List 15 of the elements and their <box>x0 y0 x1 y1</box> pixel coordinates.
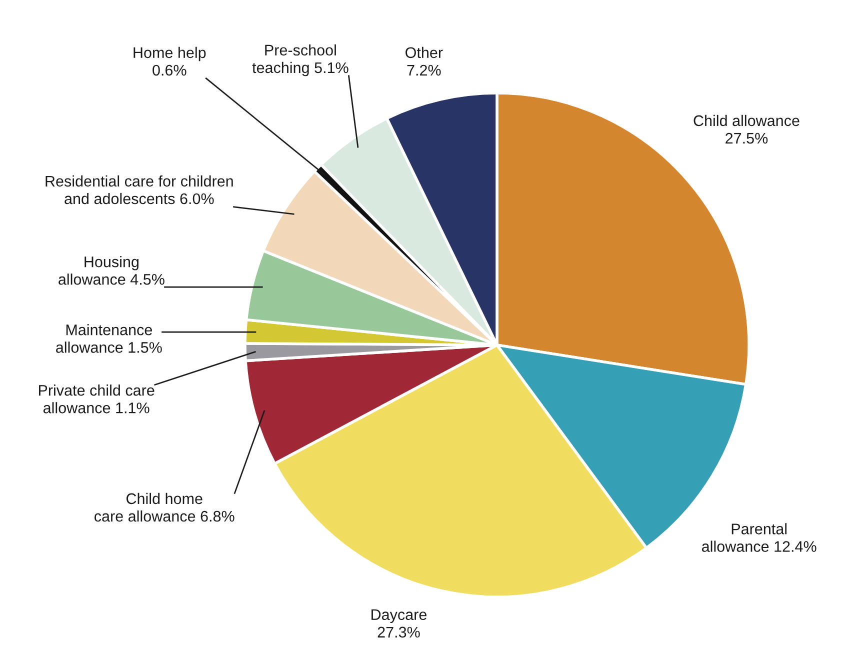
slice-label: Private child care allowance 1.1% <box>38 384 154 414</box>
slice-label: Residential care for children and adolescents 6.0% <box>46 175 233 204</box>
slice-label: Child home care allowance 6.8% <box>94 492 234 522</box>
slice-label: Pre-school teaching 5.1% <box>252 44 348 76</box>
slice-label: Child allowance <box>694 114 800 126</box>
data-label: 0.6% <box>152 64 186 76</box>
data-label: 27.3% <box>378 626 420 638</box>
slice-label: Parental allowance 12.4% <box>702 523 816 552</box>
data-label: 7.2% <box>407 64 441 76</box>
slice-label: Daycare <box>372 609 426 624</box>
slice-label: Housing allowance 4.5% <box>58 256 164 285</box>
data-label: 27.5% <box>726 132 768 144</box>
slice-label: Home help <box>134 46 206 62</box>
slice-label: Maintenance allowance 1.5% <box>56 324 162 353</box>
slice-label: Other <box>406 46 443 58</box>
